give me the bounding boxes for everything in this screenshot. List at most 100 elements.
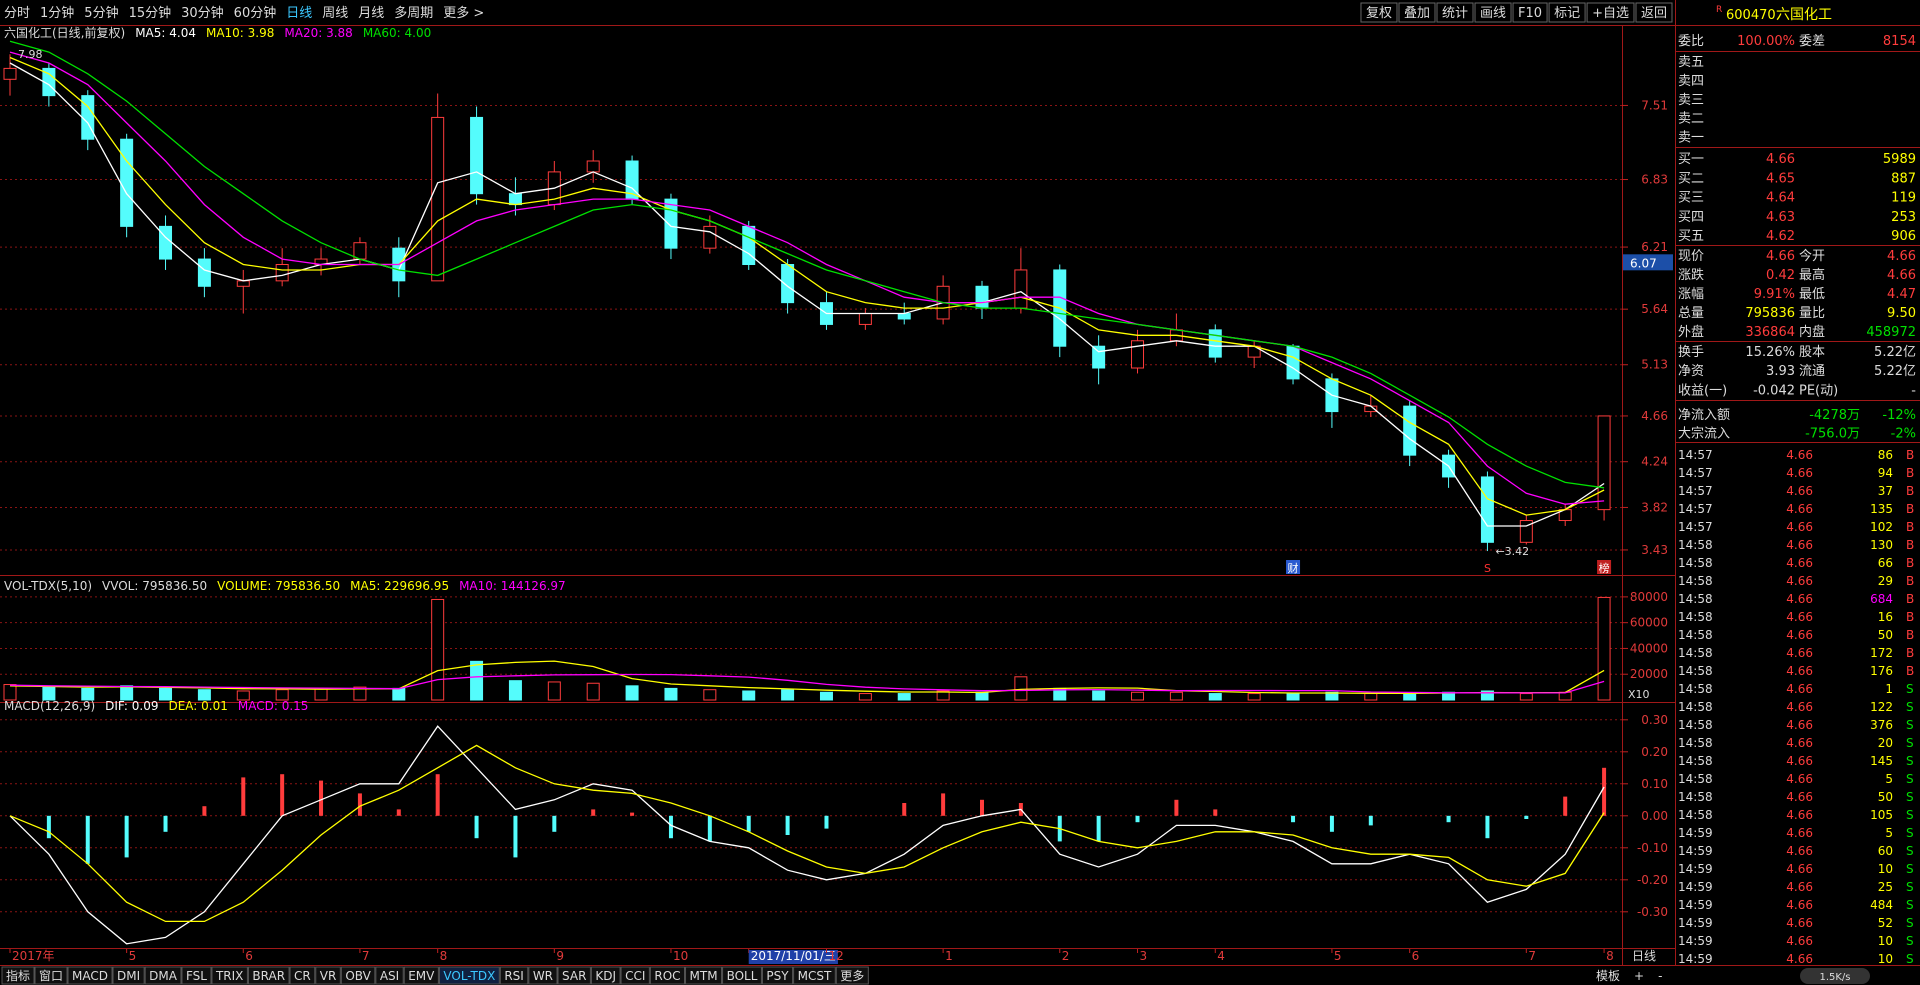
tool-button[interactable]: 统计	[1442, 6, 1468, 21]
tick-time: 14:59	[1678, 862, 1713, 876]
tick-time: 14:58	[1678, 610, 1713, 624]
indicator-tab[interactable]: VOL-TDX	[443, 969, 495, 983]
tool-button[interactable]: +自选	[1592, 6, 1629, 21]
y-tick-label: 3.82	[1641, 500, 1668, 514]
indicator-tab[interactable]: PSY	[766, 969, 789, 983]
x-tick-label: 12	[828, 949, 843, 963]
indicator-tab[interactable]: DMI	[117, 969, 140, 983]
indicator-tab[interactable]: VR	[320, 969, 337, 983]
panel-title: 六国化工(日线,前复权)	[4, 25, 125, 40]
candle-body	[353, 242, 367, 260]
quote-value: -0.042	[1753, 383, 1795, 398]
tool-button-frame	[1635, 2, 1673, 23]
stock-flag: R	[1716, 5, 1722, 15]
volume-bar	[781, 689, 795, 701]
indicator-tab[interactable]: MCST	[798, 969, 832, 983]
y-tick-label: 0.30	[1641, 713, 1668, 727]
tick-price: 4.66	[1786, 772, 1813, 786]
indicator-tab[interactable]: DMA	[149, 969, 178, 983]
tool-button[interactable]: 返回	[1641, 6, 1667, 21]
indicator-tab-frame	[499, 966, 529, 985]
indicator-tab[interactable]: ASI	[380, 969, 399, 983]
indicator-tab[interactable]: RSI	[504, 969, 524, 983]
tool-button[interactable]: F10	[1518, 6, 1542, 21]
tick-volume: 50	[1878, 790, 1893, 804]
tick-price: 4.66	[1786, 664, 1813, 678]
indicator-tab[interactable]: FSL	[186, 969, 207, 983]
template-button[interactable]: 模板	[1596, 969, 1620, 983]
tick-price: 4.66	[1786, 826, 1813, 840]
indicator-tab[interactable]: BRAR	[252, 969, 285, 983]
x-tick-label: 8	[1606, 949, 1614, 963]
tool-button[interactable]: 标记	[1554, 6, 1580, 21]
flow-ratio: -2%	[1891, 427, 1916, 442]
indicator-tab-frame	[649, 966, 686, 985]
candle-body	[3, 67, 17, 80]
indicator-tab[interactable]: 指标	[6, 968, 30, 983]
tick-side: S	[1906, 754, 1914, 768]
y-tick-label: -0.30	[1637, 905, 1668, 919]
template-button[interactable]: +	[1634, 969, 1644, 983]
indicator-tab-frame	[247, 966, 290, 985]
period-tab[interactable]: 15分钟	[129, 5, 172, 21]
indicator-tab[interactable]: ROC	[654, 969, 680, 983]
volume-bar	[470, 660, 484, 701]
y-tick-label: 60000	[1630, 616, 1668, 630]
volume-bar	[819, 691, 833, 701]
event-mark: S	[1484, 562, 1491, 575]
legend-entry: DEA: 0.01	[168, 699, 227, 713]
tool-button[interactable]: 画线	[1480, 6, 1506, 21]
unit-label: X10	[1628, 688, 1650, 701]
indicator-tab-frame	[590, 966, 621, 985]
tick-side: B	[1906, 448, 1914, 462]
indicator-tab[interactable]: 窗口	[39, 969, 63, 983]
volume-bar	[1092, 690, 1106, 701]
tool-button[interactable]: 叠加	[1404, 6, 1430, 21]
indicator-tab[interactable]: SAR	[562, 969, 586, 983]
indicator-tab[interactable]: 更多	[840, 969, 864, 983]
indicator-tab[interactable]: EMV	[408, 969, 435, 983]
macd-bar	[280, 774, 285, 816]
bid-price: 4.63	[1766, 210, 1795, 225]
indicator-tab[interactable]: CR	[294, 969, 311, 983]
indicator-tab-frame	[144, 966, 182, 985]
period-tab[interactable]: 月线	[358, 6, 384, 21]
volume-bar	[742, 690, 756, 701]
flow-label: 大宗流入	[1678, 426, 1730, 442]
volume-bar	[1519, 693, 1533, 701]
period-tab[interactable]: 多周期	[394, 5, 433, 21]
candle-body	[508, 193, 522, 206]
ask-label: 卖一	[1678, 131, 1704, 146]
indicator-tab[interactable]: OBV	[345, 969, 371, 983]
period-tab[interactable]: 周线	[322, 6, 348, 21]
tick-side: B	[1906, 484, 1914, 498]
period-tab[interactable]: 日线	[286, 6, 312, 21]
indicator-tab[interactable]: MACD	[72, 969, 108, 983]
period-tab[interactable]: 5分钟	[84, 5, 118, 21]
tool-button[interactable]: 复权	[1366, 5, 1392, 21]
quote-value: -	[1911, 383, 1916, 398]
macd-bar	[591, 809, 596, 816]
tool-button-frame	[1360, 2, 1398, 23]
indicator-tab[interactable]: BOLL	[727, 969, 758, 983]
period-tab[interactable]: 60分钟	[234, 5, 277, 21]
tick-time: 14:58	[1678, 736, 1713, 750]
indicator-tab-frame	[685, 966, 723, 985]
macd-bar	[824, 815, 829, 829]
period-tab[interactable]: 更多 >	[443, 5, 484, 21]
indicator-tab[interactable]: KDJ	[595, 969, 616, 983]
indicator-tab[interactable]: TRIX	[215, 969, 243, 983]
indicator-tab[interactable]: MTM	[690, 969, 718, 983]
quote-label: 收益(一)	[1678, 383, 1727, 398]
tick-side: B	[1906, 664, 1914, 678]
candle-body	[236, 280, 250, 287]
indicator-tab[interactable]: CCI	[625, 969, 645, 983]
macd-bar	[163, 815, 168, 832]
quote-label: 涨幅	[1678, 287, 1704, 302]
period-tab[interactable]: 1分钟	[40, 5, 74, 21]
indicator-tab[interactable]: WR	[533, 969, 553, 983]
tick-price: 4.66	[1786, 466, 1813, 480]
template-button[interactable]: -	[1658, 969, 1662, 983]
period-tab[interactable]: 分时	[4, 6, 30, 21]
period-tab[interactable]: 30分钟	[181, 5, 224, 21]
